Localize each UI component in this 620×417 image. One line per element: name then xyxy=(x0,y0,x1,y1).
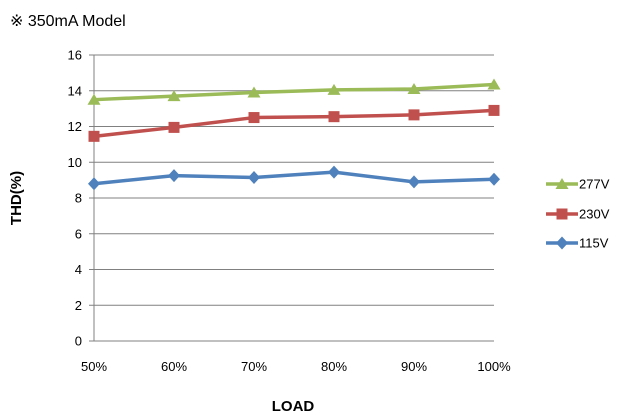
y-axis-title: THD(%) xyxy=(8,171,25,225)
y-tick-label: 2 xyxy=(75,298,82,313)
legend-entry-230V: 230V xyxy=(546,207,610,222)
y-tick-label: 16 xyxy=(68,48,82,63)
legend-label: 115V xyxy=(579,236,609,251)
legend: 277V 230V 115V xyxy=(546,177,610,251)
series-277V xyxy=(87,78,501,105)
data-point-115V xyxy=(328,165,340,179)
x-tick-label: 80% xyxy=(321,359,347,374)
y-tick-labels: 0 2 4 6 8 10 12 14 16 xyxy=(68,48,82,349)
series-line-277V xyxy=(93,82,495,102)
series-230V xyxy=(88,104,500,142)
series-115V xyxy=(88,165,500,191)
legend-label: 277V xyxy=(579,177,610,192)
legend-marker xyxy=(555,178,569,189)
data-point-230V xyxy=(328,111,340,123)
y-tick-label: 12 xyxy=(68,119,82,134)
data-point-115V xyxy=(408,175,420,189)
legend-entry-277V: 277V xyxy=(546,177,610,192)
data-point-230V xyxy=(168,121,180,133)
series-lines xyxy=(87,78,501,191)
data-point-115V xyxy=(168,169,180,183)
data-point-115V xyxy=(248,170,260,184)
legend-label: 230V xyxy=(579,207,610,222)
data-point-277V xyxy=(247,86,261,98)
data-point-230V xyxy=(248,112,260,124)
y-tick-label: 10 xyxy=(68,155,82,170)
y-tick-label: 14 xyxy=(68,83,82,98)
x-tick-label: 60% xyxy=(161,359,187,374)
series-line-230V xyxy=(93,108,495,139)
grid-lines xyxy=(94,54,494,306)
axes xyxy=(89,54,494,342)
data-point-230V xyxy=(488,104,500,116)
x-axis-title: LOAD xyxy=(272,398,315,415)
y-tick-label: 6 xyxy=(75,226,82,241)
data-point-277V xyxy=(167,90,181,102)
y-tick-label: 0 xyxy=(75,334,82,349)
y-tick-label: 8 xyxy=(75,191,82,206)
data-point-230V xyxy=(408,109,420,121)
chart-title: ※ 350mA Model xyxy=(10,13,126,30)
y-tick-label: 4 xyxy=(75,262,82,277)
data-point-277V xyxy=(407,82,421,94)
legend-entry-115V: 115V xyxy=(546,236,609,251)
data-point-230V xyxy=(88,130,100,142)
x-tick-labels: 50% 60% 70% 80% 90% 100% xyxy=(81,359,511,374)
series-line-115V xyxy=(93,170,495,186)
x-tick-label: 70% xyxy=(241,359,267,374)
data-point-277V xyxy=(87,93,101,105)
x-tick-label: 100% xyxy=(477,359,511,374)
data-point-277V xyxy=(487,78,501,90)
legend-marker xyxy=(556,208,568,220)
x-tick-label: 50% xyxy=(81,359,107,374)
data-point-277V xyxy=(327,83,341,95)
data-point-115V xyxy=(488,172,500,186)
x-tick-label: 90% xyxy=(401,359,427,374)
data-point-115V xyxy=(88,177,100,191)
legend-marker xyxy=(556,236,568,250)
